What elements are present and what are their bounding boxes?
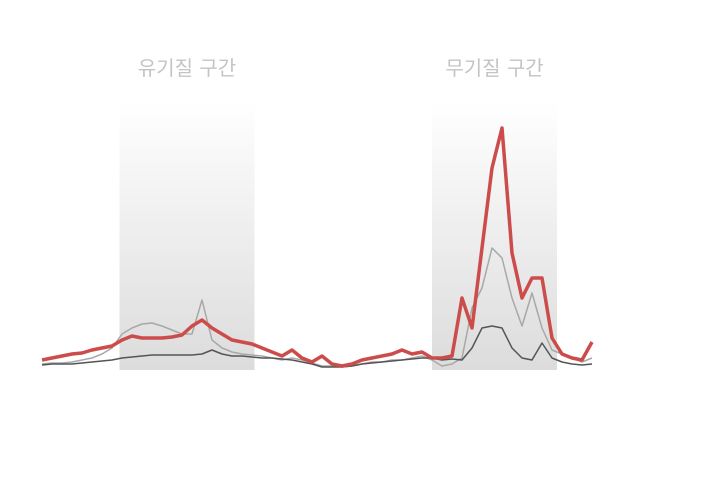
band-label: 무기질 구간 (445, 56, 543, 80)
band (432, 100, 557, 370)
line-series (41, 247, 593, 368)
line-series (41, 126, 594, 368)
band (119, 100, 255, 370)
line-series (41, 325, 593, 368)
band-label: 유기질 구간 (138, 56, 236, 80)
